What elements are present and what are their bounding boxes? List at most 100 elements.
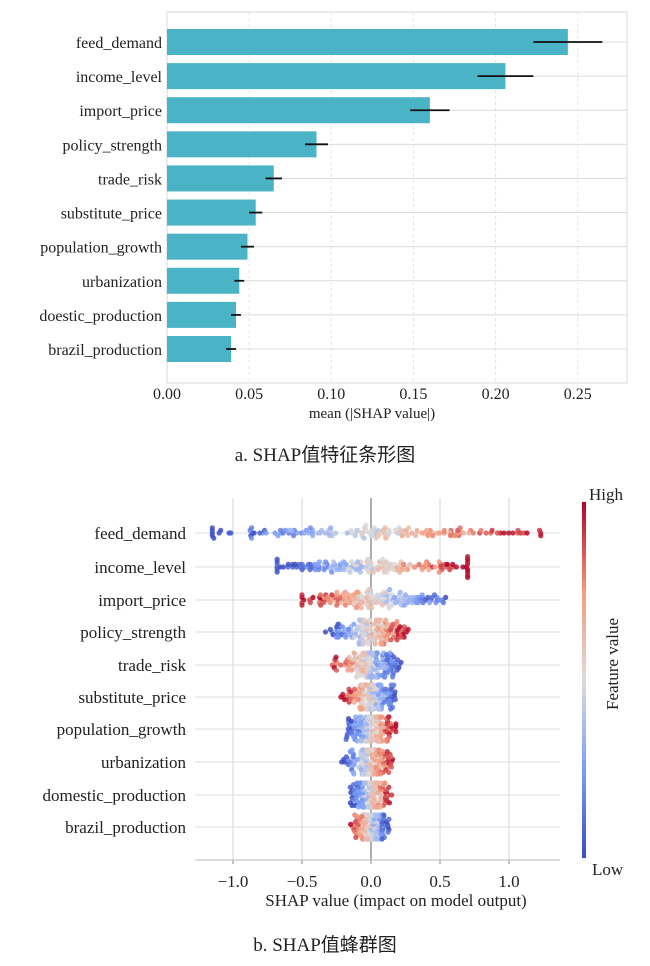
beeswarm-point [373, 764, 379, 770]
beeswarm-point [378, 682, 384, 688]
beeswarm-point [376, 619, 382, 625]
beeswarm-point [367, 780, 373, 786]
beeswarm-point [353, 834, 359, 841]
beeswarm-point [368, 665, 374, 671]
beeswarm-point [368, 684, 374, 690]
beeswarm-point [380, 819, 387, 825]
beeswarm-point [303, 527, 309, 534]
beeswarm-point [365, 665, 371, 671]
beeswarm-point [386, 762, 392, 768]
beeswarm-point [365, 639, 371, 646]
beeswarm-point [373, 812, 379, 818]
beeswarm-point [331, 561, 337, 568]
beeswarm-point [388, 662, 394, 668]
beeswarm-point [376, 621, 382, 627]
beeswarm-point [372, 762, 378, 768]
beeswarm-point [374, 804, 380, 810]
beeswarm-point [362, 662, 369, 668]
beeswarm-point [382, 764, 388, 770]
beeswarm-point [357, 667, 363, 673]
beeswarm-point [282, 527, 288, 534]
beeswarm-point [384, 797, 390, 803]
beeswarm-point [376, 617, 382, 623]
beeswarm-point [344, 759, 350, 765]
beeswarm-point [383, 792, 389, 798]
beeswarm-point [373, 674, 379, 680]
beeswarm-point [367, 659, 374, 666]
beeswarm-point [374, 738, 381, 744]
beeswarm-point [389, 756, 396, 763]
beeswarm-point [355, 594, 361, 601]
beeswarm-point [363, 759, 369, 765]
beeswarm-point [363, 626, 369, 633]
beeswarm-point [386, 756, 392, 763]
beeswarm-point [367, 804, 373, 810]
beeswarm-point [454, 530, 460, 536]
beeswarm-x-ticks: −1.0 −0.5 0.0 0.5 1.0 [218, 872, 520, 891]
beeswarm-point [441, 527, 447, 534]
beeswarm-point [366, 802, 372, 809]
beeswarm-point [510, 530, 516, 536]
beeswarm-point [394, 632, 400, 638]
beeswarm-point [362, 812, 368, 818]
beeswarm-point [536, 527, 543, 534]
beeswarm-point [373, 650, 379, 656]
beeswarm-point [369, 812, 375, 818]
beeswarm-point [384, 697, 390, 703]
beeswarm-point [378, 706, 384, 712]
beeswarm-point [426, 567, 432, 573]
beeswarm-point [315, 530, 321, 536]
beeswarm-point [363, 723, 369, 730]
beeswarm-point [359, 682, 365, 688]
beeswarm-point [365, 747, 372, 753]
beeswarm-point [376, 780, 382, 786]
beeswarm-point [366, 605, 372, 611]
beeswarm-point [381, 639, 387, 646]
beeswarm-point [367, 797, 373, 803]
beeswarm-point [366, 714, 372, 720]
beeswarm-point [388, 762, 394, 768]
beeswarm-point [401, 564, 407, 570]
beeswarm-point [370, 836, 377, 842]
beeswarm-point [359, 670, 365, 676]
beeswarm-point [368, 836, 374, 842]
beeswarm-point [363, 819, 369, 825]
beeswarm-point [323, 564, 330, 570]
beeswarm-point [372, 639, 378, 646]
beeswarm-point [392, 659, 398, 666]
beeswarm-point [366, 767, 372, 773]
beeswarm-point [369, 754, 376, 760]
beeswarm-point [351, 686, 358, 692]
beeswarm-point [380, 634, 386, 640]
beeswarm-point [357, 704, 363, 711]
beeswarm-point [382, 800, 388, 806]
beeswarm-point [383, 621, 389, 627]
beeswarm-point [359, 652, 365, 658]
beeswarm-point [370, 771, 377, 777]
beeswarm-point [413, 600, 419, 606]
beeswarm-point [396, 592, 402, 598]
beeswarm-point [307, 597, 313, 603]
beeswarm-point [385, 754, 391, 760]
beeswarm-point [362, 780, 368, 786]
beeswarm-point [361, 617, 367, 623]
beeswarm-point [335, 597, 342, 603]
beeswarm-point [369, 662, 375, 668]
beeswarm-point [394, 629, 400, 635]
beeswarm-point [341, 567, 347, 573]
beeswarm-point [369, 682, 375, 688]
beeswarm-point [364, 559, 370, 565]
beeswarm-point [351, 734, 357, 740]
beeswarm-point [355, 804, 361, 810]
beeswarm-point [375, 670, 381, 676]
beeswarm-point [371, 674, 377, 680]
beeswarm-point [421, 530, 428, 536]
beeswarm-point [341, 559, 347, 565]
beeswarm-point [385, 629, 392, 635]
beeswarm-point [379, 624, 386, 630]
beeswarm-point [385, 829, 391, 835]
beeswarm-point [369, 682, 375, 688]
beeswarm-point [349, 667, 355, 673]
beeswarm-point [355, 716, 361, 722]
beeswarm-point [361, 689, 367, 695]
